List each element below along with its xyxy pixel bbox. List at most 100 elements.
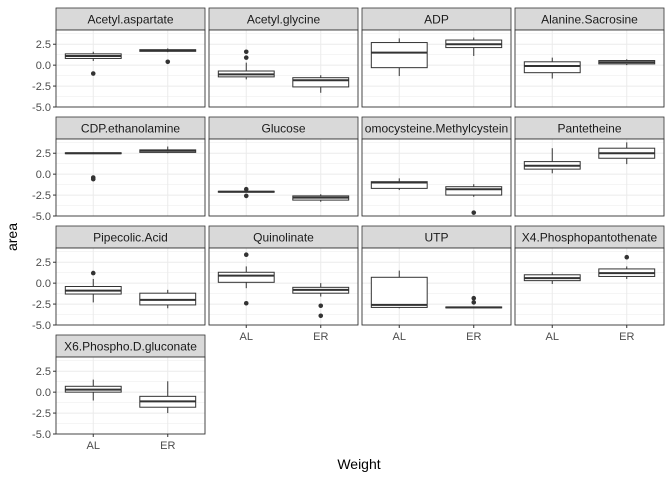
- box-er: [445, 37, 503, 56]
- panel-background: [362, 139, 511, 216]
- box-er: [445, 184, 503, 215]
- facet-panel: Pantetheine: [514, 116, 665, 217]
- facet-title: Acetyl.aspartate: [87, 13, 173, 27]
- y-tick-label: -5.0: [32, 102, 51, 114]
- facet-title: X4.Phosphopantothenate: [522, 231, 658, 245]
- y-tick-label: 2.5: [36, 148, 51, 160]
- panel-border: [55, 138, 206, 217]
- panel-border: [55, 356, 206, 435]
- facet-title: Glucose: [261, 122, 305, 136]
- outlier-point: [624, 254, 630, 260]
- box-al: [64, 270, 122, 303]
- facet-panel: CDP.ethanolamine 2.5 0.0 -2.5 -5.0: [32, 116, 206, 223]
- box-al: [370, 178, 428, 191]
- panel-border: [361, 247, 512, 326]
- y-tick-label: -2.5: [32, 190, 51, 202]
- box-er: [292, 194, 350, 202]
- facet-title: omocysteine.Methylcystein: [365, 122, 508, 136]
- panel-border: [208, 138, 359, 217]
- y-tick-label: 0.0: [36, 60, 51, 72]
- box-iqr: [523, 61, 581, 74]
- outlier-point: [471, 210, 477, 215]
- panel-border: [208, 29, 359, 108]
- panel-background: [209, 30, 358, 107]
- facet-panel: Alanine.Sacrosine: [514, 7, 665, 108]
- y-tick-label: 0.0: [36, 278, 51, 290]
- facet-title: Acetyl.glycine: [247, 13, 321, 27]
- outlier-point: [318, 313, 324, 319]
- box-er: [598, 59, 656, 66]
- facet-title: X6.Phospho.D.gluconate: [64, 340, 197, 354]
- outlier-point: [318, 303, 324, 309]
- box-er: [598, 254, 656, 279]
- panel-background: [56, 357, 205, 434]
- y-tick-label: 2.5: [36, 366, 51, 378]
- outlier-point: [471, 295, 477, 301]
- box-al: [64, 51, 122, 76]
- y-tick-label: 0.0: [36, 387, 51, 399]
- box-er: [445, 295, 503, 309]
- panel-border: [361, 138, 512, 217]
- facet-title: ADP: [424, 13, 449, 27]
- panel-background: [209, 139, 358, 216]
- box-iqr: [370, 42, 428, 69]
- box-al: [217, 49, 275, 80]
- facet-panel: omocysteine.Methylcystein: [361, 116, 512, 217]
- outlier-point: [90, 270, 96, 276]
- facet-panel: Pipecolic.Acid 2.5 0.0 -2.5 -5.0: [32, 225, 206, 332]
- facet-title: UTP: [425, 231, 449, 245]
- box-iqr: [370, 276, 428, 308]
- x-tick-label: ER: [160, 440, 175, 452]
- box-iqr: [217, 271, 275, 283]
- box-er: [139, 48, 197, 65]
- y-tick-label: 0.0: [36, 169, 51, 181]
- box-er: [598, 142, 656, 165]
- panel-border: [514, 247, 665, 326]
- facet-panel: Acetyl.glycine: [208, 7, 359, 108]
- box-al: [64, 152, 122, 182]
- outlier-point: [243, 300, 249, 306]
- facet-title: CDP.ethanolamine: [81, 122, 181, 136]
- x-axis-title: Weight: [337, 456, 380, 472]
- panel-border: [514, 29, 665, 108]
- y-axis-title: area: [4, 223, 20, 251]
- facet-panel: ADP: [361, 7, 512, 108]
- facet-panel: Glucose: [208, 116, 359, 217]
- x-tick-label: ER: [619, 331, 634, 343]
- y-tick-label: -5.0: [32, 320, 51, 332]
- y-tick-label: -2.5: [32, 81, 51, 93]
- panel-border: [208, 247, 359, 326]
- box-er: [139, 289, 197, 309]
- outlier-point: [243, 49, 249, 55]
- outlier-point: [90, 71, 96, 76]
- facet-title: Pipecolic.Acid: [93, 231, 168, 245]
- x-tick-label: AL: [87, 440, 100, 452]
- box-er: [139, 381, 197, 414]
- panel-border: [514, 138, 665, 217]
- outlier-point: [90, 176, 96, 182]
- facet-panel: Acetyl.aspartate 2.5 0.0 -2.5 -5.0: [32, 7, 206, 114]
- box-er: [139, 146, 197, 154]
- facet-panel: X4.Phosphopantothenate AL ER: [514, 225, 665, 343]
- y-tick-label: -2.5: [32, 299, 51, 311]
- box-er: [292, 283, 350, 319]
- box-al: [64, 379, 122, 401]
- y-tick-label: -5.0: [32, 211, 51, 223]
- y-tick-label: -5.0: [32, 429, 51, 441]
- x-tick-label: ER: [466, 331, 481, 343]
- facet-title: Quinolinate: [253, 231, 314, 245]
- x-tick-label: AL: [240, 331, 253, 343]
- panel-background: [56, 30, 205, 107]
- facet-panel: UTP AL ER: [361, 225, 512, 343]
- y-tick-label: 2.5: [36, 39, 51, 51]
- outlier-point: [243, 186, 249, 192]
- x-tick-label: ER: [313, 331, 328, 343]
- x-tick-label: AL: [393, 331, 406, 343]
- box-iqr: [445, 186, 503, 196]
- facet-panel: X6.Phospho.D.gluconate 2.5 0.0 -2.5 -5.0 AL ER: [32, 334, 206, 452]
- outlier-point: [243, 252, 249, 257]
- box-al: [217, 186, 275, 199]
- box-al: [370, 270, 428, 309]
- panel-background: [515, 248, 664, 325]
